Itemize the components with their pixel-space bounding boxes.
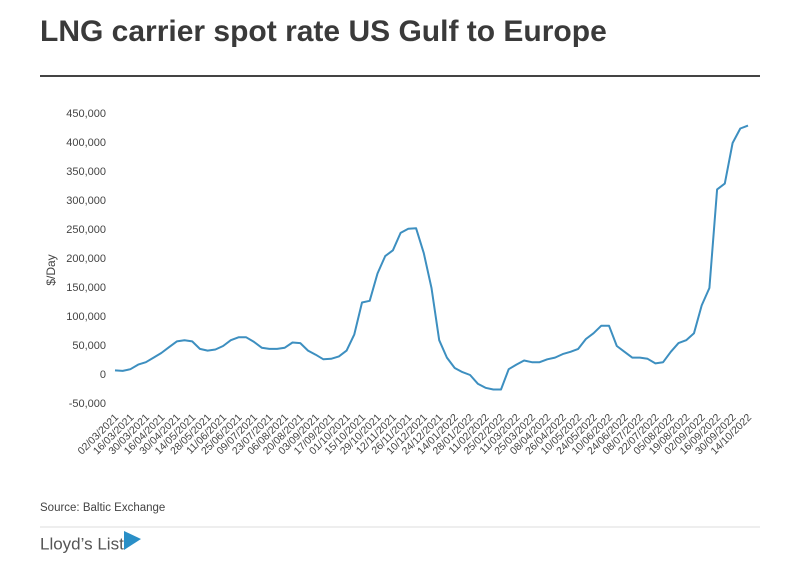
data-line <box>114 124 749 391</box>
y-tick-label: 150,000 <box>66 282 106 294</box>
y-tick-label: 350,000 <box>66 166 106 178</box>
y-tick-label: 50,000 <box>72 340 106 352</box>
source: Source: Baltic Exchange <box>40 502 165 514</box>
y-tick-label: 400,000 <box>66 137 106 149</box>
y-tick-label: 100,000 <box>66 311 106 323</box>
brand: Lloyd’s List <box>40 534 124 553</box>
chart-title: LNG carrier spot rate US Gulf to Europe <box>40 15 607 48</box>
y-tick-label: 250,000 <box>66 224 106 236</box>
brand-logo <box>124 531 141 550</box>
y-tick-label: 300,000 <box>66 195 106 207</box>
y-tick-label: -50,000 <box>69 398 106 410</box>
y-tick-label: 0 <box>100 369 106 381</box>
y-tick-label: 200,000 <box>66 253 106 265</box>
y-tick-label: 450,000 <box>66 108 106 120</box>
y-axis-label: $/Day <box>44 254 58 285</box>
